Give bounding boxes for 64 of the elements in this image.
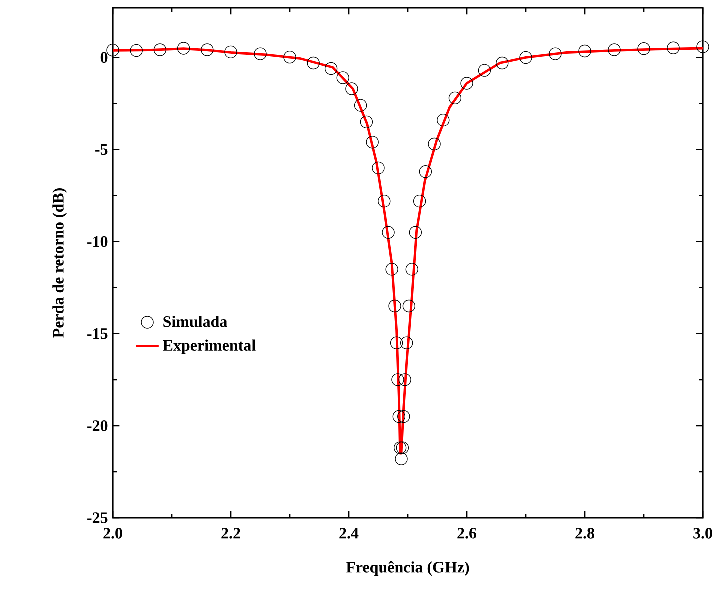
point — [437, 114, 450, 127]
point — [400, 336, 414, 350]
point — [496, 56, 509, 70]
point — [428, 138, 441, 151]
point — [366, 136, 379, 149]
point — [372, 162, 385, 175]
x-tick-label: 2.2 — [222, 528, 240, 539]
point — [386, 263, 398, 276]
point — [354, 99, 368, 112]
y-tick-label: -25 — [88, 512, 108, 524]
point — [388, 300, 402, 313]
point — [130, 44, 143, 58]
point — [409, 226, 422, 239]
point — [460, 77, 474, 90]
point — [378, 194, 391, 208]
point — [360, 116, 374, 128]
point — [382, 226, 395, 239]
point — [224, 46, 238, 59]
point — [667, 42, 680, 54]
point — [201, 44, 214, 56]
x-tick-label: 2.8 — [576, 528, 594, 539]
x-tick-label: 2.6 — [458, 528, 477, 539]
point — [578, 44, 592, 58]
point — [254, 48, 267, 60]
y-axis-title: Perda de retorno (dB) — [52, 188, 68, 338]
point — [638, 42, 650, 56]
point — [549, 48, 562, 60]
x-tick-label: 2.4 — [340, 528, 359, 539]
legend-label: Experimental — [163, 340, 256, 354]
y-tick-label: -20 — [88, 420, 108, 432]
point — [398, 374, 412, 386]
point — [390, 336, 404, 350]
point — [402, 300, 416, 313]
line-series — [113, 47, 704, 455]
point — [396, 442, 410, 454]
point — [336, 72, 350, 84]
point — [608, 44, 621, 56]
point — [448, 92, 462, 105]
point — [520, 51, 532, 64]
y-tick-label: -5 — [96, 144, 108, 156]
x-tick-label: 3.0 — [694, 528, 712, 539]
x-axis-title: Frequência (GHz) — [346, 561, 470, 576]
point — [307, 56, 320, 70]
point — [696, 40, 710, 54]
point — [395, 452, 408, 466]
point — [284, 51, 296, 64]
point — [398, 410, 410, 424]
point — [406, 263, 418, 276]
y-tick-label: -15 — [88, 328, 108, 340]
point — [106, 44, 120, 57]
point — [478, 64, 492, 77]
y-tick-label: -10 — [88, 236, 108, 248]
point — [154, 44, 167, 56]
legend-label: Simulada — [164, 316, 228, 328]
point — [177, 42, 190, 55]
point — [392, 410, 406, 424]
point — [392, 374, 404, 386]
point — [346, 82, 358, 96]
x-tick-label: 2.0 — [104, 528, 122, 539]
point — [413, 194, 426, 208]
point — [324, 62, 338, 76]
point — [394, 442, 407, 454]
point — [419, 166, 432, 178]
y-tick-label: 0 — [100, 52, 108, 64]
